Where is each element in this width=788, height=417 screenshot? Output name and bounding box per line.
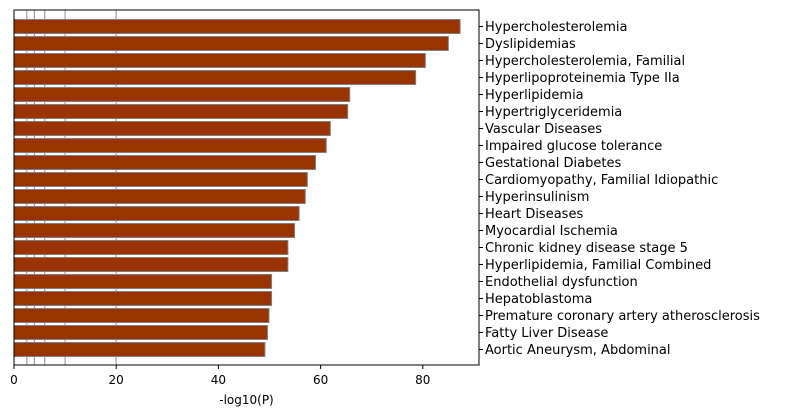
category-label: Cardiomyopathy, Familial Idiopathic <box>485 173 718 188</box>
category-label: Hepatoblastoma <box>485 292 592 307</box>
category-label: Hyperlipidemia, Familial Combined <box>485 258 711 273</box>
category-label: Gestational Diabetes <box>485 156 621 171</box>
bar <box>13 223 296 238</box>
bar <box>13 257 289 272</box>
bar <box>13 325 268 340</box>
bar <box>13 189 306 204</box>
bar <box>13 70 417 85</box>
category-label: Dyslipidemias <box>485 37 576 52</box>
bar <box>13 138 327 153</box>
category-label: Hyperlipidemia <box>485 88 584 103</box>
bar <box>13 87 351 102</box>
bar <box>13 291 273 306</box>
bar <box>13 53 426 68</box>
bar <box>13 274 273 289</box>
x-axis-ticks: 0 20 40 60 80 <box>10 365 430 387</box>
plot-frame <box>13 9 480 366</box>
bars <box>13 19 461 357</box>
category-label: Chronic kidney disease stage 5 <box>485 241 688 256</box>
bar <box>13 206 300 221</box>
bar <box>13 240 289 255</box>
x-tick-label: 60 <box>313 373 328 387</box>
category-label: Hypertriglyceridemia <box>485 105 622 120</box>
category-label: Aortic Aneurysm, Abdominal <box>485 343 671 358</box>
x-axis-label: -log10(P) <box>219 393 274 407</box>
category-label: Hypercholesterolemia <box>485 20 627 35</box>
bar <box>13 342 266 357</box>
bar <box>13 36 449 51</box>
category-label: Impaired glucose tolerance <box>485 139 662 154</box>
category-labels: Hypercholesterolemia Dyslipidemias Hyperch… <box>479 20 760 358</box>
category-label: Fatty Liver Disease <box>485 326 608 341</box>
category-label: Hyperlipoproteinemia Type IIa <box>485 71 680 86</box>
x-tick-label: 40 <box>211 373 226 387</box>
bar <box>13 155 316 170</box>
category-label: Hyperinsulinism <box>485 190 589 205</box>
bar <box>13 121 331 136</box>
category-label: Heart Diseases <box>485 207 583 222</box>
bar <box>13 19 461 34</box>
category-label: Myocardial Ischemia <box>485 224 618 239</box>
x-tick-label: 0 <box>10 373 18 387</box>
category-label: Endothelial dysfunction <box>485 275 638 290</box>
bar <box>13 104 349 119</box>
x-tick-label: 20 <box>109 373 124 387</box>
category-label: Hypercholesterolemia, Familial <box>485 54 685 69</box>
bar <box>13 172 308 187</box>
bar <box>13 308 270 323</box>
category-label: Vascular Diseases <box>485 122 602 137</box>
x-tick-label: 80 <box>415 373 430 387</box>
category-label: Premature coronary artery atherosclerosi… <box>485 309 760 324</box>
